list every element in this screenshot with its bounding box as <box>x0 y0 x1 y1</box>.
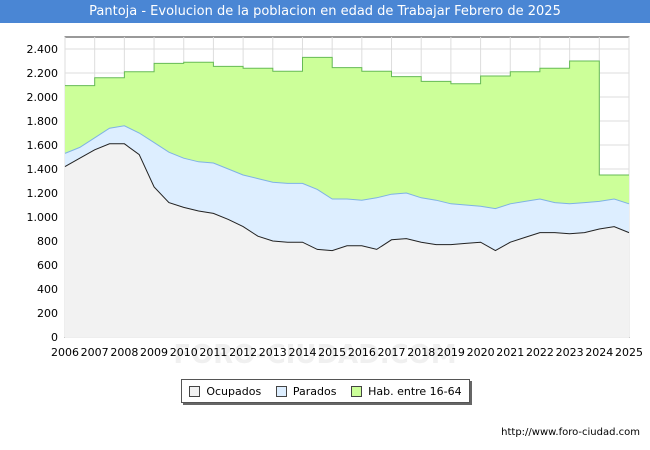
legend-swatch-ocupados <box>189 385 201 397</box>
x-tick-label: 2015 <box>318 346 346 359</box>
y-tick-label: 1.200 <box>27 187 59 200</box>
watermark: FORO-CIUDAD.COM <box>173 340 456 368</box>
chart-svg: FORO-CIUDAD.COM 0 200 400 600 800 1.000 1.200 1… <box>27 36 643 368</box>
x-tick-label: 2011 <box>199 346 227 359</box>
y-tick-label: 1.800 <box>27 115 59 128</box>
x-tick-label: 2016 <box>348 346 376 359</box>
legend: Ocupados Parados Hab. entre 16-64 <box>181 379 470 403</box>
x-tick-label: 2019 <box>437 346 465 359</box>
y-axis: 0 200 400 600 800 1.000 1.200 1.400 1.600 1.800 2.… <box>27 43 59 344</box>
x-axis: 2006 2007 2008 2009 2010 2011 2012 2013 2014 2015… <box>51 346 643 359</box>
x-tick-label: 2008 <box>110 346 138 359</box>
series-line-2 <box>64 143 630 252</box>
x-tick-label: 2025 <box>615 346 643 359</box>
legend-label-hab: Hab. entre 16-64 <box>368 384 462 398</box>
y-tick-label: 1.600 <box>27 139 59 152</box>
x-tick-label: 2017 <box>378 346 406 359</box>
legend-label-ocupados: Ocupados <box>206 384 262 398</box>
chart-title: Pantoja - Evolucion de la poblacion en e… <box>0 0 650 23</box>
y-tick-label: 400 <box>37 283 58 296</box>
x-tick-label: 2024 <box>585 346 613 359</box>
x-tick-label: 2020 <box>467 346 495 359</box>
series-line-1 <box>64 125 630 210</box>
y-tick-label: 800 <box>37 235 58 248</box>
legend-item-ocupados: Ocupados <box>189 385 261 398</box>
y-tick-label: 200 <box>37 307 58 320</box>
x-tick-label: 2023 <box>556 346 584 359</box>
legend-swatch-hab <box>351 385 363 397</box>
series-line-0 <box>65 56 629 176</box>
x-tick-label: 2010 <box>170 346 198 359</box>
x-tick-label: 2018 <box>407 346 435 359</box>
x-tick-label: 2006 <box>51 346 79 359</box>
areas <box>64 56 630 338</box>
source-link[interactable]: http://www.foro-ciudad.com <box>501 427 640 438</box>
legend-item-hab: Hab. entre 16-64 <box>351 385 462 398</box>
x-tick-label: 2021 <box>496 346 524 359</box>
x-tick-label: 2009 <box>140 346 168 359</box>
x-tick-label: 2007 <box>81 346 109 359</box>
y-tick-label: 2.200 <box>27 67 59 80</box>
y-tick-label: 2.000 <box>27 91 59 104</box>
legend-item-parados: Parados <box>275 384 337 398</box>
y-tick-label: 600 <box>37 259 58 272</box>
y-tick-label: 1.000 <box>27 211 59 224</box>
x-tick-label: 2012 <box>229 346 257 359</box>
x-tick-label: 2022 <box>526 346 554 359</box>
y-tick-label: 1.400 <box>27 163 59 176</box>
x-tick-label: 2013 <box>259 346 287 359</box>
y-tick-label: 0 <box>51 331 58 344</box>
legend-label-parados: Parados <box>292 384 337 398</box>
area-2 <box>65 143 629 337</box>
y-tick-label: 2.400 <box>27 43 59 56</box>
x-tick-label: 2014 <box>288 346 316 359</box>
legend-swatch-parados <box>275 385 287 397</box>
